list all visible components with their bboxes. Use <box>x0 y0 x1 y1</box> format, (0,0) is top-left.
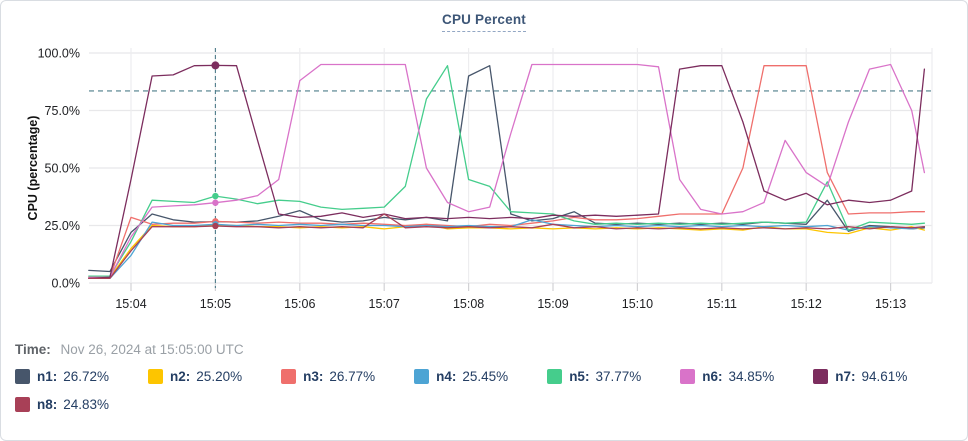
x-gridlines: 15:04 15:05 15:06 15:07 15:08 15:09 15:10 15:11… <box>115 48 933 311</box>
legend-swatch-n5 <box>547 369 563 384</box>
x-tick-label: 15:09 <box>537 297 568 311</box>
y-gridlines: 0.0% 25.0% 50.0% 75.0% 100.0% <box>38 47 932 291</box>
legend-value: 94.61% <box>861 369 908 384</box>
legend-swatch-n1 <box>15 369 30 384</box>
x-tick-label: 15:13 <box>875 297 906 311</box>
legend-label: n4: <box>436 369 457 384</box>
x-tick-label: 15:08 <box>453 297 484 311</box>
legend-value: 25.45% <box>462 369 509 384</box>
crosshair-dot-n8 <box>212 222 219 230</box>
legend-item-n8[interactable]: n8: 24.83% <box>15 397 109 412</box>
cpu-chart[interactable]: 0.0% 25.0% 50.0% 75.0% 100.0% 15:04 15:05 15:06… <box>1 1 967 331</box>
series-lines <box>88 63 926 280</box>
legend-swatch-n8 <box>15 397 30 412</box>
x-tick-label: 15:05 <box>200 297 231 311</box>
legend-swatch-n7 <box>813 369 829 384</box>
legend-item-n1[interactable]: n1: 26.72% <box>15 369 109 384</box>
y-axis-title: CPU (percentage) <box>26 116 40 221</box>
legend-swatch-n3 <box>281 369 297 384</box>
series-line-n6 <box>88 63 926 278</box>
crosshair-dot-n7 <box>211 61 220 70</box>
legend-label: n8: <box>37 397 58 412</box>
series-line-n2 <box>88 223 926 278</box>
legend-value: 24.83% <box>63 397 110 412</box>
series-line-n8 <box>88 213 926 280</box>
time-label: Time: <box>15 342 51 357</box>
legend-value: 26.72% <box>63 369 110 384</box>
legend-swatch-n6 <box>680 369 696 384</box>
y-tick-label: 0.0% <box>52 277 81 291</box>
legend-item-n2[interactable]: n2: 25.20% <box>148 369 242 384</box>
legend-swatch-n2 <box>148 369 164 384</box>
series-line-n7 <box>88 64 926 280</box>
time-row: Time: Nov 26, 2024 at 15:05:00 UTC <box>15 342 244 357</box>
series-line-n5 <box>88 65 926 277</box>
x-tick-label: 15:06 <box>284 297 315 311</box>
y-tick-label: 100.0% <box>38 47 80 61</box>
legend-label: n7: <box>835 369 856 384</box>
crosshair-dot-n5 <box>212 192 219 200</box>
legend-item-n3[interactable]: n3: 26.77% <box>281 369 375 384</box>
legend-label: n2: <box>170 369 191 384</box>
legend-value: 34.85% <box>728 369 775 384</box>
legend-value: 26.77% <box>329 369 376 384</box>
chart-title[interactable]: CPU Percent <box>442 12 526 32</box>
x-tick-label: 15:07 <box>369 297 400 311</box>
legend-label: n3: <box>303 369 324 384</box>
crosshair-dots <box>211 61 220 230</box>
legend-item-n4[interactable]: n4: 25.45% <box>414 369 508 384</box>
crosshair-dot-n6 <box>212 199 219 206</box>
legend-label: n6: <box>702 369 723 384</box>
legend-label: n1: <box>37 369 58 384</box>
y-tick-label: 25.0% <box>45 219 80 233</box>
legend-item-n6[interactable]: n6: 34.85% <box>680 369 774 384</box>
time-value: Nov 26, 2024 at 15:05:00 UTC <box>60 342 244 357</box>
x-tick-label: 15:11 <box>707 297 737 311</box>
legend-item-n5[interactable]: n5: 37.77% <box>547 369 641 384</box>
legend-swatch-n4 <box>414 369 430 384</box>
y-tick-label: 50.0% <box>45 162 80 176</box>
y-tick-label: 75.0% <box>45 104 80 118</box>
legend-value: 25.20% <box>196 369 243 384</box>
x-tick-label: 15:10 <box>622 297 653 311</box>
legend-value: 37.77% <box>595 369 642 384</box>
legend-item-n7[interactable]: n7: 94.61% <box>813 369 907 384</box>
series-line-n1 <box>88 65 926 273</box>
series-line-n3 <box>88 65 926 280</box>
legend: n1: 26.72% n2: 25.20% n3: 26.77% n4: 25.… <box>15 369 957 412</box>
x-tick-label: 15:12 <box>791 297 822 311</box>
x-tick-label: 15:04 <box>115 297 146 311</box>
chart-header: CPU Percent <box>1 11 967 32</box>
legend-label: n5: <box>569 369 590 384</box>
